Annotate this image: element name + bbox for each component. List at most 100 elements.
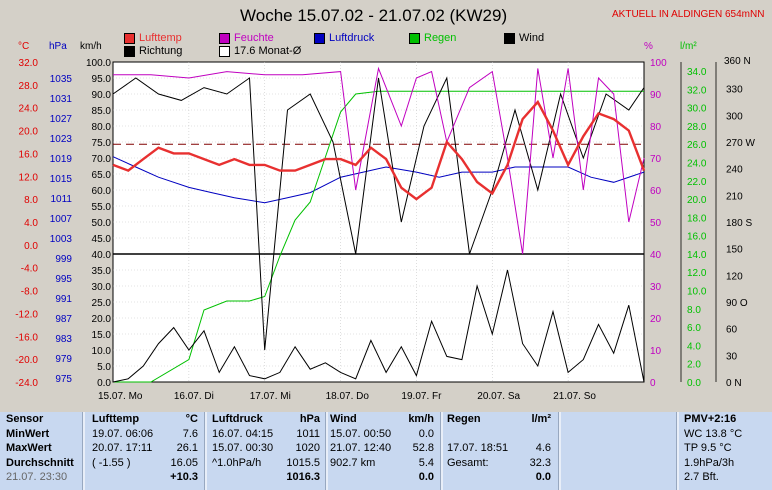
swatch-icon [409,32,420,44]
cell: 15.07. 00:50 [330,427,392,440]
col-header: Wind [330,413,357,425]
legend-wind: Wind [504,32,544,44]
x-tick-label: 18.07. Do [326,391,370,402]
cell: Gesamt: [447,456,489,469]
series-wind [112,269,645,383]
axis-header-kmh: km/h [80,41,102,52]
rain-tick-label: 2.0 [687,360,701,371]
col-unit: km/h [408,413,434,425]
hpa-tick-label: 1031 [50,94,73,105]
rain-tick-label: 20.0 [687,195,707,206]
temp-tick-label: 4.0 [24,218,38,229]
sensor-column: Sensor MinWert MaxWert Durchschnitt 21.0… [6,412,80,490]
series-luftdruck [112,156,645,204]
rain-tick-label: 12.0 [687,268,707,279]
pmv-item: TP 9.5 °C [684,442,732,454]
dir-tick-label: 30 [726,351,738,362]
plot-area [112,61,645,383]
pct-tick-label: 60 [650,186,662,197]
row-label: 21.07. 23:30 [6,471,68,483]
temp-tick-label: 16.0 [19,149,39,160]
dir-tick-label: 120 [726,271,743,282]
pmv-column: PMV+2:16 WC 13.8 °C TP 9.5 °C 1.9hPa/3h … [684,412,770,490]
hpa-tick-label: 1015 [50,174,73,185]
hpa-tick-label: 1027 [50,114,73,125]
separator [325,412,328,490]
pct-tick-label: 70 [650,154,662,165]
x-tick-label: 17.07. Mi [250,391,291,402]
rain-tick-label: 8.0 [687,305,701,316]
temp-tick-label: 24.0 [19,104,39,115]
rain-tick-label: 28.0 [687,122,707,133]
rain-tick-label: 16.0 [687,232,707,243]
hpa-tick-label: 991 [55,294,72,305]
cell-value: 0.0 [418,427,434,440]
row-label: Durchschnitt [6,456,74,469]
chart-title: Woche 15.07.02 - 21.07.02 (KW29) [240,6,508,25]
kmh-tick-label: 55.0 [92,202,112,213]
kmh-tick-label: 95.0 [92,74,112,85]
series-group [112,66,646,383]
lufttemp-column: Lufttemp °C 19.07. 06:06 7.6 20.07. 17:11 2… [92,412,202,490]
dir-tick-label: 270 W [726,138,755,149]
pct-tick-label: 50 [650,218,662,229]
cell: ( -1.55 ) [92,456,131,469]
kmh-tick-label: 35.0 [92,266,112,277]
luftdruck-column: Luftdruck hPa 16.07. 04:15 1011 15.07. 00:… [212,412,324,490]
temp-tick-label: 0.0 [24,241,38,252]
rain-tick-label: 24.0 [687,158,707,169]
series-regen [113,90,644,383]
col-header: Regen [447,413,481,425]
col-unit: hPa [299,413,320,425]
kmh-tick-label: 50.0 [92,218,112,229]
legend-richtung: Richtung [124,45,182,57]
kmh-tick-label: 45.0 [92,234,112,245]
cell: 17.07. 18:51 [447,442,509,454]
series-richtung [112,76,645,351]
temp-tick-label: 8.0 [24,195,38,206]
swatch-icon [504,32,515,44]
kmh-tick-label: 100.0 [86,58,111,69]
kmh-tick-label: 85.0 [92,106,112,117]
cell-value: 4.6 [535,442,551,454]
kmh-tick-label: 80.0 [92,122,112,133]
separator [440,412,443,490]
axis-header-pct: % [644,41,653,52]
temp-tick-label: 32.0 [19,58,39,69]
rain-tick-label: 32.0 [687,85,707,96]
temp-tick-label: -20.0 [15,355,38,366]
cell-value: 0.0 [535,471,551,483]
hpa-tick-label: 1023 [50,134,73,145]
cell: 20.07. 17:11 [92,442,153,454]
temp-tick-label: -4.0 [21,264,39,275]
temp-tick-label: -12.0 [15,309,38,320]
x-tick-label: 20.07. Sa [477,391,520,402]
grid [113,62,644,382]
dir-tick-label: 330 [726,85,743,96]
pmv-header: PMV+2:16 [684,413,737,425]
hpa-tick-label: 1011 [50,194,72,205]
pct-tick-label: 40 [650,250,662,261]
separator [676,412,679,490]
temp-tick-label: -24.0 [15,378,38,389]
pmv-item: WC 13.8 °C [684,427,743,440]
cell-value: 16.05 [170,456,198,469]
kmh-tick-label: 70.0 [92,154,112,165]
legend-regen: Regen [409,32,456,44]
pct-tick-label: 10 [650,346,662,357]
cell-value: 1011 [296,427,320,440]
weather-chart: °C hPa km/h% l/m² 360 N 32.0 28.0 24.0 20.0 16.0 1… [15,41,755,402]
cell: 902.7 km [330,456,376,469]
regen-column: Regen l/m² 17.07. 18:51 4.6 Gesamt: 32.3 0.… [447,412,555,490]
swatch-icon [219,45,230,57]
temp-tick-label: 12.0 [19,172,39,183]
kmh-tick-label: 25.0 [92,298,112,309]
pct-tick-label: 30 [650,282,662,293]
location-label: AKTUELL IN ALDINGEN 654mNN [612,9,765,20]
hpa-tick-label: 1003 [50,234,73,245]
cell: 19.07. 06:06 [92,427,154,440]
dir-tick-label: 180 S [726,218,752,229]
kmh-tick-label: 15.0 [92,330,112,341]
dir-tick-label: 300 [726,111,743,122]
rain-tick-label: 6.0 [687,323,701,334]
